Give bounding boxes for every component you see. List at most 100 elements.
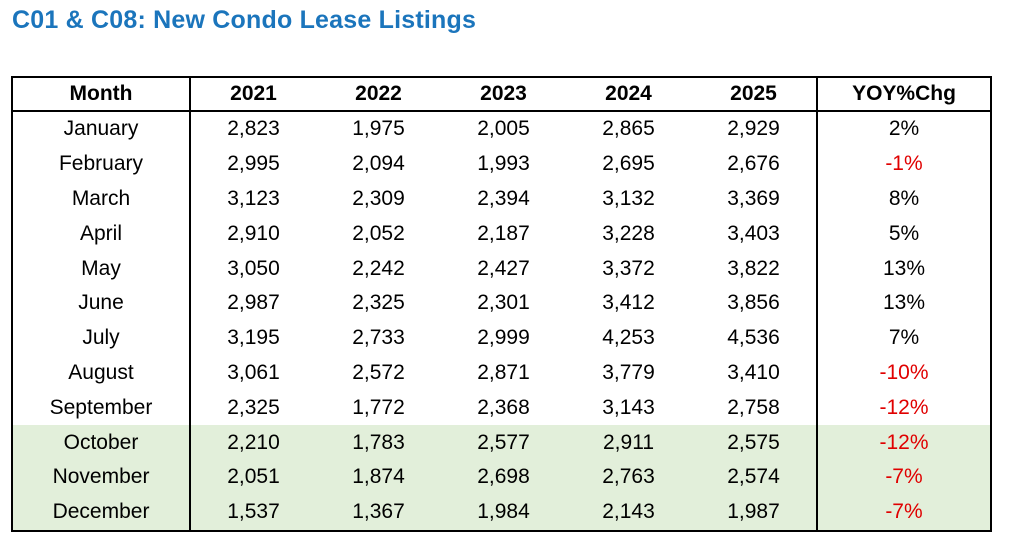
value-cell: 2,210 [190, 425, 316, 460]
header-cell-2021: 2021 [190, 77, 316, 112]
value-cell: 2,325 [316, 285, 441, 321]
yoy-cell: 8% [816, 181, 991, 217]
table-row: June 2,987 2,325 2,301 3,412 3,856 13% [12, 285, 991, 321]
month-cell: September [12, 390, 191, 426]
month-cell: June [12, 285, 191, 321]
value-cell: 2,911 [566, 425, 691, 460]
value-cell: 2,094 [316, 146, 441, 182]
value-cell: 2,187 [441, 216, 566, 252]
value-cell: 2,758 [691, 390, 817, 426]
table-row: February 2,995 2,094 1,993 2,695 2,676 -1% [12, 146, 991, 182]
yoy-cell: 5% [816, 216, 991, 252]
lease-listings-table: Month 2021 2022 2023 2024 2025 YOY%Chg January… [11, 76, 992, 532]
value-cell: 3,410 [691, 355, 817, 391]
value-cell: 3,228 [566, 216, 691, 252]
value-cell: 3,195 [190, 320, 316, 356]
month-cell: January [12, 111, 191, 147]
value-cell: 2,676 [691, 146, 817, 182]
value-cell: 4,253 [566, 320, 691, 356]
value-cell: 3,856 [691, 285, 817, 321]
value-cell: 2,865 [566, 111, 691, 147]
header-cell-yoy-chg: YOY%Chg [816, 77, 991, 112]
yoy-cell: -12% [816, 390, 991, 426]
value-cell: 1,772 [316, 390, 441, 426]
table-row: September 2,325 1,772 2,368 3,143 2,758 -12% [12, 390, 991, 426]
value-cell: 3,061 [190, 355, 316, 391]
value-cell: 1,993 [441, 146, 566, 182]
value-cell: 3,132 [566, 181, 691, 217]
yoy-cell: 7% [816, 320, 991, 356]
yoy-cell: -7% [816, 459, 991, 495]
value-cell: 3,779 [566, 355, 691, 391]
value-cell: 2,695 [566, 146, 691, 182]
value-cell: 2,143 [566, 494, 691, 531]
value-cell: 3,822 [691, 251, 817, 286]
value-cell: 2,823 [190, 111, 316, 147]
table-row: July 3,195 2,733 2,999 4,253 4,536 7% [12, 320, 991, 356]
value-cell: 2,987 [190, 285, 316, 321]
yoy-cell: -1% [816, 146, 991, 182]
month-cell: May [12, 251, 191, 286]
value-cell: 2,051 [190, 459, 316, 495]
value-cell: 2,999 [441, 320, 566, 356]
value-cell: 2,368 [441, 390, 566, 426]
month-cell: August [12, 355, 191, 391]
table-row: November 2,051 1,874 2,698 2,763 2,574 -7% [12, 459, 991, 495]
table-row: January 2,823 1,975 2,005 2,865 2,929 2% [12, 111, 991, 147]
month-cell: March [12, 181, 191, 217]
month-cell: November [12, 459, 191, 495]
value-cell: 2,301 [441, 285, 566, 321]
yoy-cell: 13% [816, 251, 991, 286]
value-cell: 3,412 [566, 285, 691, 321]
value-cell: 1,987 [691, 494, 817, 531]
header-cell-2023: 2023 [441, 77, 566, 112]
value-cell: 2,427 [441, 251, 566, 286]
table-row: December 1,537 1,367 1,984 2,143 1,987 -7% [12, 494, 991, 531]
value-cell: 4,536 [691, 320, 817, 356]
value-cell: 2,929 [691, 111, 817, 147]
value-cell: 2,698 [441, 459, 566, 495]
table-row: August 3,061 2,572 2,871 3,779 3,410 -10% [12, 355, 991, 391]
yoy-cell: -10% [816, 355, 991, 391]
value-cell: 3,050 [190, 251, 316, 286]
value-cell: 2,763 [566, 459, 691, 495]
value-cell: 3,372 [566, 251, 691, 286]
value-cell: 3,403 [691, 216, 817, 252]
header-cell-2022: 2022 [316, 77, 441, 112]
value-cell: 1,783 [316, 425, 441, 460]
month-cell: October [12, 425, 191, 460]
value-cell: 2,995 [190, 146, 316, 182]
value-cell: 2,052 [316, 216, 441, 252]
value-cell: 1,874 [316, 459, 441, 495]
month-cell: December [12, 494, 191, 531]
header-row: Month 2021 2022 2023 2024 2025 YOY%Chg [12, 77, 991, 112]
value-cell: 2,910 [190, 216, 316, 252]
value-cell: 2,575 [691, 425, 817, 460]
value-cell: 2,871 [441, 355, 566, 391]
value-cell: 2,572 [316, 355, 441, 391]
value-cell: 2,574 [691, 459, 817, 495]
value-cell: 2,309 [316, 181, 441, 217]
table-row: April 2,910 2,052 2,187 3,228 3,403 5% [12, 216, 991, 252]
value-cell: 3,123 [190, 181, 316, 217]
header-cell-2024: 2024 [566, 77, 691, 112]
value-cell: 2,325 [190, 390, 316, 426]
value-cell: 2,733 [316, 320, 441, 356]
header-cell-month: Month [12, 77, 191, 112]
value-cell: 2,394 [441, 181, 566, 217]
month-cell: July [12, 320, 191, 356]
month-cell: February [12, 146, 191, 182]
page-title: C01 & C08: New Condo Lease Listings [12, 6, 477, 34]
value-cell: 2,005 [441, 111, 566, 147]
value-cell: 1,975 [316, 111, 441, 147]
table-body: January 2,823 1,975 2,005 2,865 2,929 2% Februa… [12, 111, 991, 531]
value-cell: 1,367 [316, 494, 441, 531]
value-cell: 3,369 [691, 181, 817, 217]
table-row: March 3,123 2,309 2,394 3,132 3,369 8% [12, 181, 991, 217]
value-cell: 1,537 [190, 494, 316, 531]
yoy-cell: 2% [816, 111, 991, 147]
table-header: Month 2021 2022 2023 2024 2025 YOY%Chg [12, 77, 991, 112]
value-cell: 2,242 [316, 251, 441, 286]
yoy-cell: 13% [816, 285, 991, 321]
value-cell: 3,143 [566, 390, 691, 426]
